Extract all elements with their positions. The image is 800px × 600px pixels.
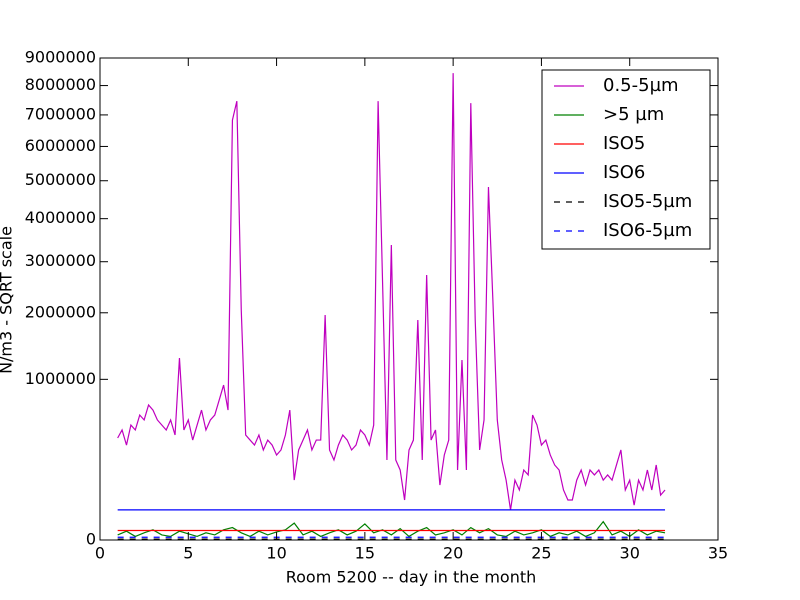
series-line bbox=[117, 73, 666, 511]
legend-label: ISO6 bbox=[603, 162, 645, 183]
y-tick-label: 7000000 bbox=[25, 104, 96, 123]
series-line bbox=[117, 520, 666, 538]
legend-label: ISO5-5µm bbox=[603, 191, 692, 212]
x-axis-label: Room 5200 -- day in the month bbox=[286, 568, 537, 587]
x-tick-label: 0 bbox=[95, 544, 105, 563]
y-tick-label: 0 bbox=[86, 530, 96, 549]
legend-label: ISO5 bbox=[603, 133, 645, 154]
y-tick-label: 6000000 bbox=[25, 136, 96, 155]
plot-frame bbox=[99, 57, 719, 541]
x-tick-label: 15 bbox=[355, 544, 375, 563]
legend-label: 0.5-5µm bbox=[603, 75, 679, 96]
x-tick-label: 35 bbox=[708, 544, 728, 563]
x-tick-label: 20 bbox=[443, 544, 463, 563]
y-tick-label: 8000000 bbox=[25, 75, 96, 94]
y-tick-label: 9000000 bbox=[25, 48, 96, 67]
y-axis-label: N/m3 - SQRT scale bbox=[0, 226, 16, 374]
legend-box bbox=[541, 69, 711, 250]
y-tick-label: 4000000 bbox=[25, 208, 96, 227]
y-tick-label: 2000000 bbox=[25, 302, 96, 321]
x-tick-label: 10 bbox=[266, 544, 286, 563]
y-tick-label: 5000000 bbox=[25, 170, 96, 189]
x-tick-label: 30 bbox=[620, 544, 640, 563]
legend-label: >5 µm bbox=[603, 104, 664, 125]
x-tick-label: 5 bbox=[183, 544, 193, 563]
y-tick-label: 1000000 bbox=[25, 369, 96, 388]
legend-label: ISO6-5µm bbox=[603, 220, 692, 241]
y-tick-label: 3000000 bbox=[25, 251, 96, 270]
x-tick-label: 25 bbox=[531, 544, 551, 563]
